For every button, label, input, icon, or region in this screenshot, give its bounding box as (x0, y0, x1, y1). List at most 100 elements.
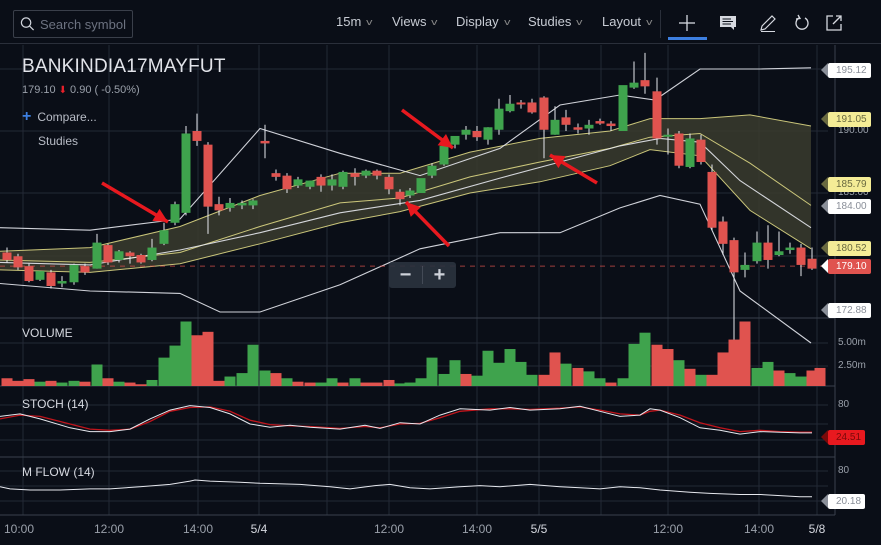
volume-bar (23, 379, 35, 386)
candle-body (696, 139, 706, 162)
interval-menu[interactable]: 15m v (336, 14, 373, 29)
volume-bar (639, 332, 651, 386)
volume-bar (1, 378, 13, 386)
volume-bar (415, 378, 427, 386)
chevron-down-icon: v (576, 16, 583, 27)
volume-bar (493, 362, 505, 386)
chart-legend: BANKINDIA17MAYFUT 179.10 ⬇ 0.90 ( -0.50%… (22, 56, 226, 148)
volume-bar (404, 382, 416, 386)
candle-body (103, 245, 113, 263)
candle-body (505, 103, 515, 112)
candle-body (293, 179, 303, 186)
candle-body (427, 165, 437, 176)
display-menu[interactable]: Display v (456, 14, 510, 29)
volume-bar (706, 374, 718, 386)
candle-body (472, 131, 482, 138)
volume-bar (773, 370, 785, 386)
zoom-controls: − + (389, 262, 456, 288)
time-axis-label: 5/8 (808, 522, 826, 536)
candle-body (729, 240, 739, 273)
candle-body (181, 133, 191, 213)
views-menu[interactable]: Views v (392, 14, 438, 29)
candle-body (483, 127, 493, 140)
volume-bar (662, 349, 674, 386)
volume-bar (236, 373, 248, 386)
volume-bar (224, 376, 236, 386)
zoom-divider (422, 266, 423, 284)
volume-bar (572, 367, 584, 386)
candle-body (35, 271, 45, 280)
toolbar-divider (660, 10, 661, 38)
comment-tool-button[interactable] (717, 12, 739, 34)
bollinger-line (0, 114, 812, 252)
volume-bar (471, 375, 483, 386)
draw-tool-button[interactable] (757, 12, 779, 34)
volume-bar (371, 382, 383, 386)
price-chart-canvas[interactable] (0, 45, 881, 545)
symbol-title: BANKINDIA17MAYFUT (22, 56, 226, 77)
volume-bar (360, 382, 372, 386)
candle-body (550, 119, 560, 135)
layout-menu[interactable]: Layout v (602, 14, 652, 29)
crosshair-tool-button[interactable] (676, 12, 698, 34)
volume-bar (515, 361, 527, 386)
search-input[interactable] (40, 16, 132, 32)
time-axis-label: 12:00 (652, 522, 684, 536)
refresh-icon (795, 14, 809, 30)
volume-bar (526, 374, 538, 386)
candle-body (640, 80, 650, 87)
volume-bar (504, 349, 516, 386)
envelope-line (0, 67, 812, 231)
volume-bar (438, 373, 450, 386)
symbol-search[interactable] (13, 10, 133, 38)
candle-body (573, 127, 583, 130)
volume-bar (315, 382, 327, 386)
volume-bar (460, 373, 472, 386)
zoom-in-button[interactable]: + (433, 264, 446, 286)
volume-bar (79, 381, 91, 386)
studies-menu[interactable]: Studies v (528, 14, 583, 29)
volume-bar (259, 370, 271, 386)
volume-bar (202, 331, 214, 386)
compare-button[interactable]: + Compare... (22, 108, 226, 125)
zoom-out-button[interactable]: − (399, 264, 412, 286)
candle-body (125, 252, 135, 257)
volume-bar (806, 370, 818, 386)
envelope-line (0, 194, 812, 344)
popout-button[interactable] (823, 12, 845, 34)
time-axis-label: 10:00 (3, 522, 35, 536)
comment-icon (720, 16, 736, 30)
quote-line: 179.10 ⬇ 0.90 ( -0.50%) (22, 84, 226, 96)
arrow-head-icon (550, 155, 566, 169)
studies-link[interactable]: Studies (38, 134, 79, 148)
volume-bar (270, 373, 282, 386)
time-axis-label: 12:00 (373, 522, 405, 536)
plus-icon: + (22, 108, 32, 125)
candle-body (807, 258, 817, 269)
studies-label: Studies (528, 14, 572, 29)
volume-bar (605, 382, 617, 386)
arrow-head-icon (437, 134, 453, 148)
volume-bar (45, 380, 57, 386)
time-axis-label: 14:00 (182, 522, 214, 536)
volume-panel-label: VOLUME (22, 326, 73, 340)
candle-body (685, 138, 695, 167)
candle-body (752, 242, 762, 262)
candle-body (763, 242, 773, 260)
volume-bar (281, 378, 293, 386)
popout-icon (826, 15, 842, 31)
candle-body (461, 129, 471, 135)
crosshair-icon (679, 15, 695, 31)
interval-label: 15m (336, 14, 362, 29)
reset-button[interactable] (791, 12, 813, 34)
volume-bar (124, 382, 136, 386)
candle-body (384, 176, 394, 190)
time-axis-label: 12:00 (93, 522, 125, 536)
candle-body (652, 91, 662, 139)
candle-body (159, 230, 169, 244)
volume-bar (594, 378, 606, 386)
active-tool-indicator (668, 37, 707, 40)
volume-bar (304, 382, 316, 386)
chevron-down-icon: v (646, 16, 653, 27)
